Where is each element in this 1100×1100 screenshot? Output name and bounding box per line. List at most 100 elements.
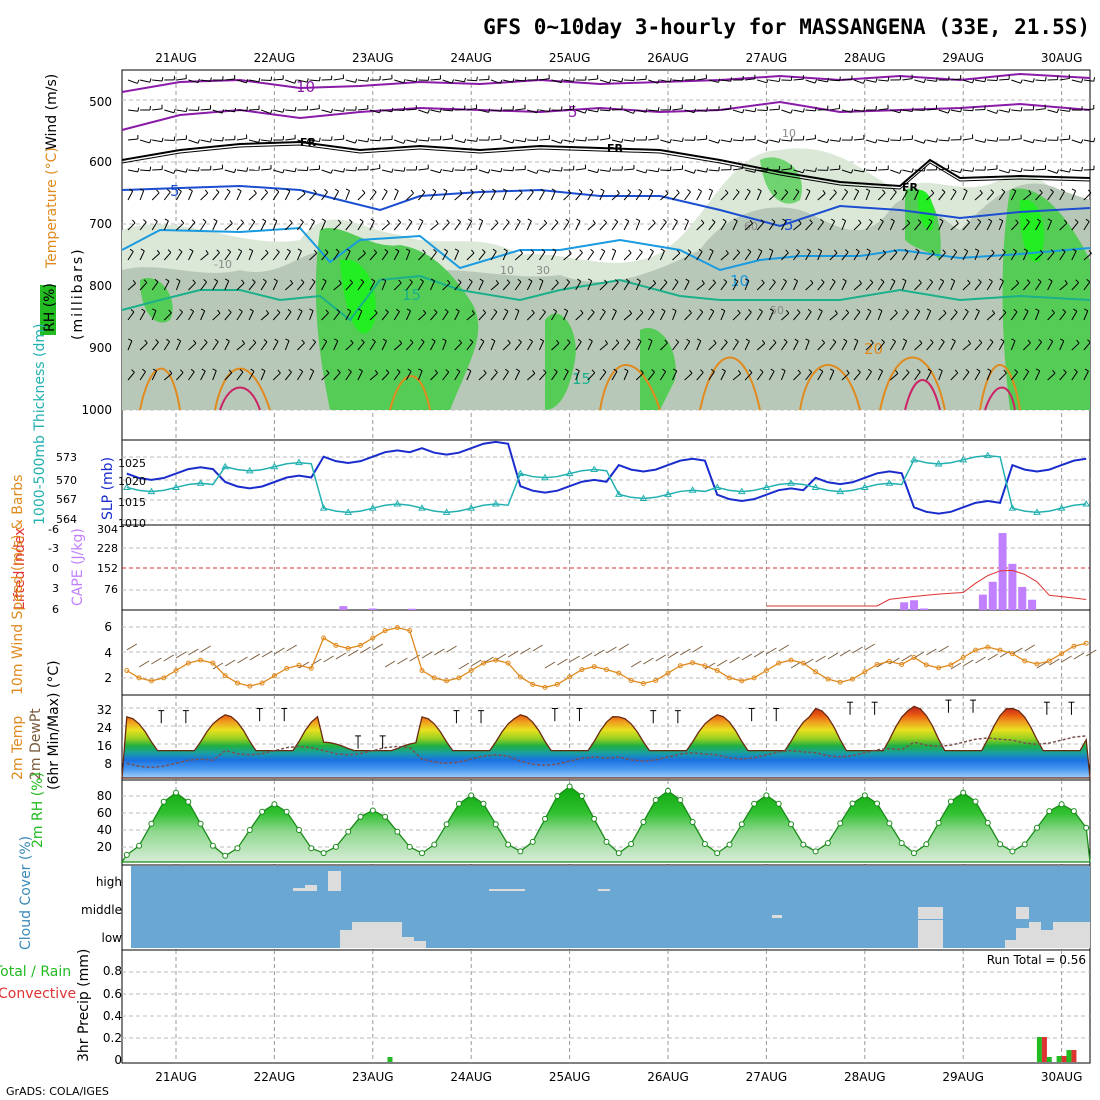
wind-barb	[684, 312, 692, 321]
wind-barb	[865, 371, 872, 381]
wind-barb	[538, 340, 545, 351]
wind-barb-10m	[224, 659, 236, 667]
wind-barb	[1081, 166, 1083, 171]
rh2m-point	[886, 820, 893, 827]
wind-barb	[744, 191, 751, 201]
wind-barb	[902, 78, 913, 81]
wind-barb	[877, 221, 884, 231]
wind-barb	[139, 342, 148, 351]
wind-barb	[609, 167, 612, 172]
wind-barb	[785, 309, 790, 314]
rh2m-point	[763, 792, 770, 799]
wind-barb	[539, 109, 550, 113]
wind-barb	[989, 338, 994, 343]
wind-barb	[542, 309, 546, 313]
wind-barb	[442, 79, 453, 84]
wind-barb	[998, 191, 1006, 201]
wind-barb	[696, 251, 703, 261]
wind-barb	[1027, 339, 1031, 344]
wind-barb	[379, 109, 382, 114]
wind-barb	[321, 280, 327, 291]
wind-barb	[326, 369, 330, 374]
wind-barb	[261, 79, 272, 82]
wind-barb	[382, 109, 393, 113]
wind-barb	[1087, 339, 1091, 343]
rh2m-point	[185, 798, 192, 805]
wind-barb	[309, 221, 315, 231]
wind-barb	[502, 139, 513, 144]
wind-barb	[938, 220, 944, 231]
wind-barb	[294, 107, 297, 112]
wind-barb	[313, 189, 317, 194]
wind-barb	[587, 251, 595, 261]
wind-barb	[987, 79, 998, 82]
wind-barb	[865, 342, 874, 351]
wind-barb	[974, 248, 979, 252]
wind-barb	[875, 139, 878, 144]
wind-barb	[600, 188, 605, 192]
wind-barb	[294, 167, 297, 172]
wind-barb	[879, 218, 884, 222]
wind-barb	[188, 311, 195, 321]
wind-barb	[1039, 249, 1044, 254]
wind-barb	[338, 280, 342, 284]
wind-barb	[611, 310, 617, 321]
wind-barb	[708, 188, 713, 192]
thickness-marker	[787, 479, 795, 486]
wind-barb	[236, 343, 245, 351]
wind-barb	[515, 168, 526, 171]
wind-barb	[466, 252, 475, 261]
contour-label: 20	[864, 340, 883, 358]
wind-barb	[272, 341, 279, 351]
wind-barb	[212, 220, 218, 231]
wind-barb-10m	[237, 656, 248, 664]
wind-barb	[659, 310, 666, 321]
wind-barb	[708, 221, 716, 231]
wind-barb	[1038, 339, 1042, 343]
wind-barb	[576, 218, 581, 222]
wind-barb	[430, 191, 437, 201]
wind-barb	[260, 220, 267, 231]
contour-label: 50	[770, 304, 784, 317]
wind-barb	[454, 250, 460, 261]
wind-barb	[132, 219, 136, 224]
wind-barb	[371, 278, 376, 282]
wind-barb	[611, 281, 619, 291]
cloud-high-block	[305, 885, 317, 891]
wind-barb	[515, 368, 520, 372]
wind-barb	[757, 139, 767, 144]
wind-barb	[623, 220, 630, 231]
wind-barb	[309, 308, 314, 312]
wind-barb	[1020, 107, 1023, 112]
wind-barbs	[127, 74, 1096, 381]
wind-barb	[911, 168, 914, 173]
cape-bar	[998, 533, 1007, 610]
wind-barb	[914, 190, 919, 201]
wind-barb	[1035, 168, 1046, 171]
wind-barb	[262, 278, 267, 282]
wind-barb	[1002, 309, 1007, 313]
wind-barb	[1047, 372, 1056, 381]
wind-barb	[248, 342, 257, 351]
wind-barb	[321, 252, 329, 261]
wind-barb	[200, 281, 208, 291]
wind-barb	[1035, 79, 1046, 82]
wind-barb	[330, 108, 334, 113]
wind-barb	[191, 219, 196, 223]
y-tick: 16	[97, 739, 112, 753]
wind-barb	[914, 371, 921, 381]
wind-barb	[988, 278, 993, 282]
wind-barb	[166, 338, 170, 342]
rh-legend-swatch	[40, 285, 56, 335]
wind-barb	[490, 169, 501, 173]
wind-barb	[647, 371, 655, 381]
wind-barb	[756, 250, 763, 261]
wind-barb	[417, 341, 425, 351]
wind-barb	[1083, 342, 1091, 351]
rh2m-point	[911, 850, 917, 857]
y-tick: 40	[97, 823, 112, 837]
wind-barb	[556, 339, 560, 344]
wind-barb	[623, 252, 632, 261]
wind-barb	[430, 169, 441, 174]
wind-barb	[760, 219, 765, 223]
